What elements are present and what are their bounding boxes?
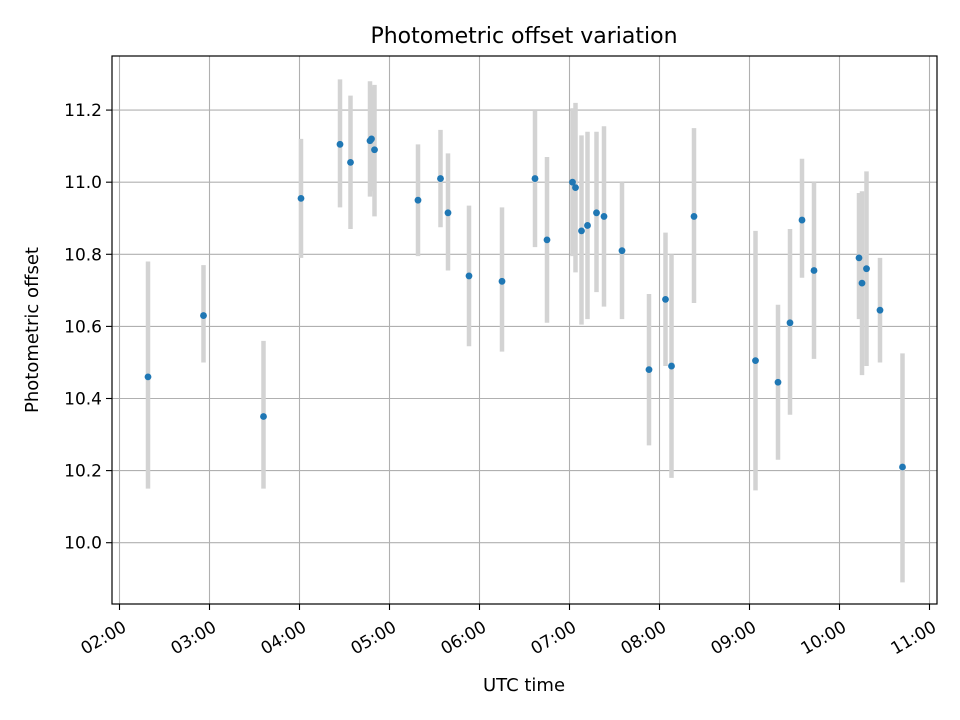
y-tick-label: 11.2 — [64, 101, 102, 121]
data-point — [347, 158, 354, 166]
data-point — [618, 247, 626, 255]
data-point — [786, 319, 794, 327]
data-point — [569, 178, 576, 186]
data-point — [297, 195, 305, 202]
y-tick-label: 10.0 — [64, 534, 102, 554]
x-tick-label: 06:00 — [438, 617, 490, 659]
x-tick-label: 02:00 — [78, 617, 130, 659]
x-tick-label: 10:00 — [798, 617, 850, 659]
x-tick-label: 11:00 — [888, 617, 940, 659]
data-point — [578, 227, 585, 235]
error-bars — [145, 79, 905, 583]
data-point — [690, 213, 698, 220]
y-tick-label: 10.8 — [64, 245, 102, 265]
data-point — [371, 146, 378, 154]
data-point — [437, 175, 444, 182]
data-point — [863, 265, 870, 273]
y-axis-label: Photometric offset — [22, 247, 43, 413]
data-point — [662, 295, 669, 303]
data-point — [855, 254, 863, 262]
data-point — [774, 378, 782, 386]
chart-title: Photometric offset variation — [370, 24, 677, 49]
x-axis-ticks: 02:00 03:00 04:00 05:00 06:00 07:00 08:00 09:00… — [78, 604, 940, 659]
y-axis-ticks: 10.0 10.2 10.4 10.6 10.8 11.0 11.2 — [64, 101, 112, 554]
data-point — [876, 306, 884, 314]
data-point — [899, 463, 906, 471]
x-tick-label: 03:00 — [168, 617, 220, 659]
data-point — [531, 175, 539, 182]
data-point — [752, 357, 759, 365]
data-point — [584, 222, 591, 229]
data-point — [260, 413, 267, 420]
data-point — [858, 279, 866, 287]
data-point — [593, 209, 600, 217]
x-tick-label: 07:00 — [528, 617, 580, 659]
x-axis-label: UTC time — [483, 675, 565, 696]
x-tick-label: 04:00 — [258, 617, 310, 659]
data-point — [368, 135, 375, 143]
data-point — [572, 184, 579, 191]
x-tick-label: 09:00 — [708, 617, 760, 659]
y-tick-label: 10.4 — [64, 390, 102, 410]
data-point — [465, 272, 473, 280]
data-point — [498, 277, 506, 285]
data-point — [144, 373, 152, 381]
data-point — [336, 140, 344, 148]
data-point — [810, 267, 818, 274]
data-point — [543, 236, 551, 244]
data-point — [600, 213, 608, 220]
y-tick-label: 11.0 — [64, 173, 102, 193]
grid-lines — [112, 56, 937, 604]
data-point — [645, 366, 653, 374]
data-point — [798, 216, 806, 224]
y-tick-label: 10.6 — [64, 317, 102, 337]
x-tick-label: 05:00 — [348, 617, 400, 659]
y-tick-label: 10.2 — [64, 462, 102, 482]
data-point — [444, 209, 452, 217]
data-point — [414, 196, 422, 204]
data-point — [668, 362, 675, 370]
data-point — [200, 312, 207, 319]
x-tick-label: 08:00 — [618, 617, 670, 659]
data-points — [144, 135, 906, 471]
plot-frame — [111, 55, 938, 605]
